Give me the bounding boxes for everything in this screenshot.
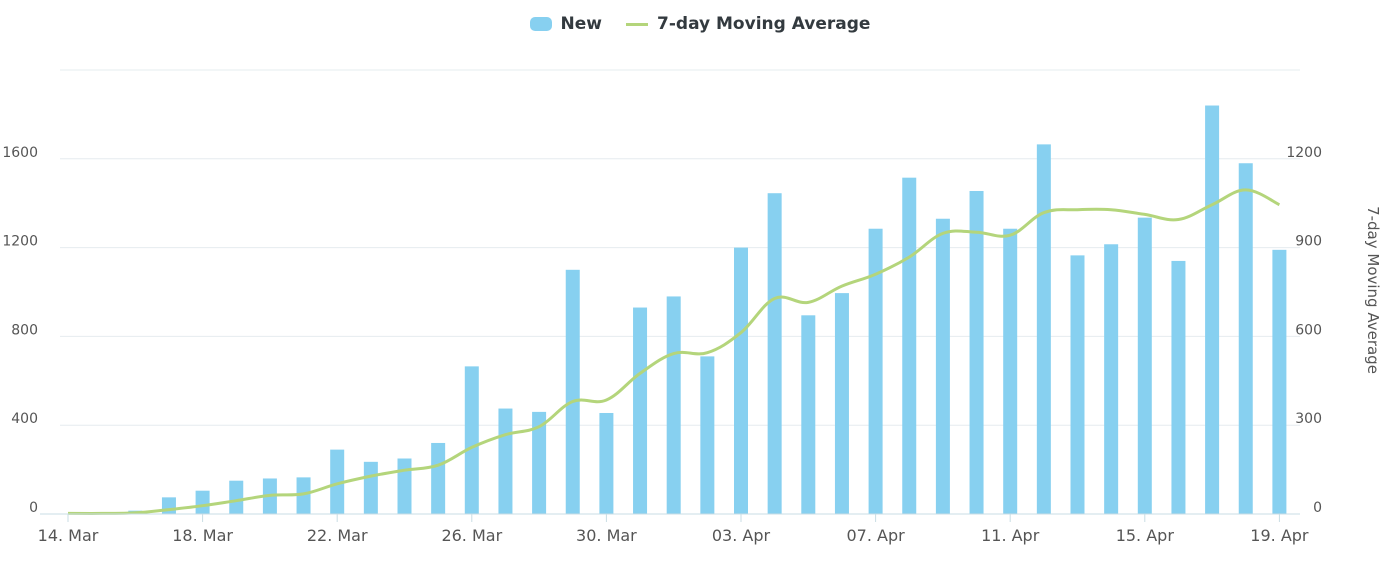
bar-series — [61, 105, 1287, 515]
bar — [1003, 228, 1018, 515]
x-tick-label: 11. Apr — [981, 526, 1040, 545]
x-tick-label: 22. Mar — [307, 526, 368, 545]
bar — [969, 190, 984, 515]
x-tick-label: 15. Apr — [1116, 526, 1175, 545]
y-right-tick-label: 1200 — [1286, 145, 1322, 161]
bar — [902, 177, 917, 515]
y-right-tick-label: 0 — [1313, 500, 1322, 516]
bar — [1036, 144, 1051, 514]
y-left-tick-label: 400 — [11, 411, 38, 427]
right-axis-title: 7-day Moving Average — [1364, 206, 1382, 374]
x-tick-label: 26. Mar — [441, 526, 502, 545]
bar — [1238, 163, 1253, 515]
bar — [767, 193, 782, 514]
bar — [330, 449, 345, 514]
x-tick-label: 18. Mar — [172, 526, 233, 545]
line-series — [67, 188, 1281, 515]
bar — [1205, 105, 1220, 515]
y-left-tick-label: 0 — [29, 500, 38, 516]
bar — [1272, 249, 1287, 514]
bar — [565, 269, 580, 514]
bar — [633, 307, 648, 514]
legend-line-swatch — [626, 22, 649, 26]
bar — [935, 218, 950, 515]
legend-item-moving-average[interactable]: 7-day Moving Average — [626, 14, 870, 34]
legend-bar-swatch — [529, 17, 552, 31]
x-tick-label: 07. Apr — [846, 526, 905, 545]
bar — [397, 458, 412, 514]
bar — [801, 315, 816, 514]
chart-legend: New 7-day Moving Average — [0, 14, 1400, 34]
x-tick-label: 19. Apr — [1250, 526, 1309, 545]
bar — [296, 477, 311, 514]
bar — [1171, 260, 1186, 514]
bar — [700, 356, 715, 514]
axes: 0 400 800 1200 1600 0 300 600 900 1200 14. Mar 18. … — [2, 145, 1322, 545]
x-tick-label: 14. Mar — [38, 526, 99, 545]
y-right-tick-label: 900 — [1295, 234, 1322, 250]
bar — [195, 490, 210, 514]
legend-label-new: New — [560, 14, 603, 34]
y-left-tick-label: 1600 — [2, 145, 38, 161]
bar — [532, 411, 547, 514]
bar — [229, 480, 244, 514]
bar — [868, 228, 883, 515]
bar — [363, 461, 378, 514]
bar — [599, 412, 614, 514]
bar — [498, 408, 513, 514]
bar — [733, 247, 748, 514]
moving-average-line — [67, 188, 1281, 515]
y-left-tick-label: 1200 — [2, 234, 38, 250]
bar — [431, 442, 446, 514]
bar — [666, 296, 681, 514]
x-tick-label: 03. Apr — [712, 526, 771, 545]
bar — [834, 293, 849, 514]
x-tick-label: 30. Mar — [576, 526, 637, 545]
legend-label-moving-average: 7-day Moving Average — [657, 14, 871, 34]
y-left-tick-label: 800 — [11, 322, 38, 338]
legend-item-new[interactable]: New — [529, 14, 603, 34]
y-right-tick-label: 600 — [1295, 322, 1322, 338]
bar — [1070, 255, 1085, 514]
bar — [464, 366, 479, 514]
y-right-tick-label: 300 — [1295, 411, 1322, 427]
bar — [1137, 217, 1152, 514]
bar — [1104, 244, 1119, 514]
